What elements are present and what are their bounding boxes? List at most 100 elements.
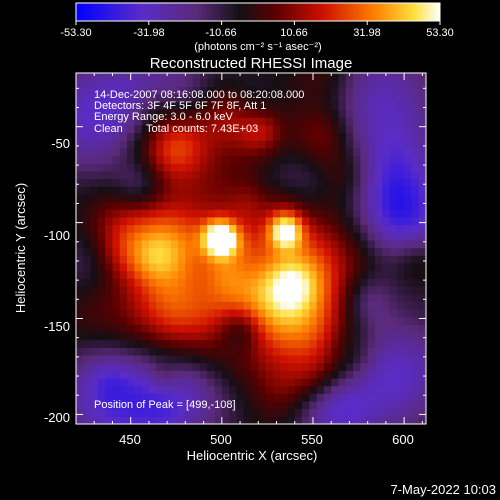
- heatmap-cell: [185, 73, 194, 80]
- heatmap-cell: [323, 331, 332, 341]
- heatmap-cell: [280, 362, 289, 371]
- heatmap-cell: [360, 408, 369, 417]
- heatmap-cell: [367, 232, 376, 241]
- colorbar: -53.30 -31.98 -10.66 10.66 31.98 53.30 (…: [60, 2, 454, 53]
- heatmap-cell: [134, 262, 143, 272]
- heatmap-cell: [389, 416, 398, 424]
- heatmap-cell: [90, 247, 99, 256]
- heatmap-cell: [221, 101, 230, 111]
- heatmap-cell: [207, 331, 216, 341]
- heatmap-cell: [367, 308, 376, 318]
- heatmap-cell: [178, 270, 186, 279]
- heatmap-cell: [148, 232, 157, 241]
- heatmap-cell: [331, 124, 340, 134]
- heatmap-cell: [316, 393, 325, 402]
- heatmap-cell: [185, 155, 194, 164]
- heatmap-cell: [404, 101, 413, 111]
- heatmap-cell: [170, 155, 179, 164]
- heatmap-cell: [163, 147, 172, 157]
- heatmap-cell: [163, 308, 172, 318]
- heatmap-cell: [221, 262, 230, 272]
- heatmap-cell: [265, 324, 274, 333]
- heatmap-cell: [382, 331, 391, 341]
- heatmap-cell: [97, 86, 106, 95]
- heatmap-cell: [272, 285, 281, 295]
- heatmap-cell: [214, 354, 223, 364]
- heatmap-cell: [112, 385, 121, 394]
- heatmap-cell: [199, 316, 208, 325]
- heatmap-cell: [309, 155, 318, 164]
- heatmap-cell: [265, 285, 274, 295]
- heatmap-cell: [221, 301, 230, 310]
- heatmap-cell: [185, 393, 194, 402]
- heatmap-cell: [112, 370, 121, 379]
- heatmap-cell: [323, 262, 332, 272]
- heatmap-cell: [134, 147, 143, 157]
- heatmap-cell: [316, 262, 325, 272]
- heatmap-cell: [265, 393, 274, 402]
- heatmap-cell: [280, 178, 289, 187]
- heatmap-cell: [243, 170, 252, 180]
- heatmap-cell: [156, 73, 165, 80]
- heatmap-cell: [76, 270, 84, 279]
- heatmap-cell: [338, 308, 347, 318]
- heatmap-cell: [323, 86, 332, 95]
- y-tick-label: -100: [44, 228, 70, 243]
- heatmap-cell: [156, 301, 165, 310]
- heatmap-cell: [258, 178, 267, 187]
- heatmap-cell: [404, 354, 413, 364]
- heatmap-cell: [411, 86, 420, 95]
- heatmap-cell: [323, 278, 332, 287]
- heatmap-cell: [287, 94, 296, 103]
- heatmap-cell: [221, 109, 230, 118]
- heatmap-cell: [338, 73, 347, 80]
- heatmap-cell: [382, 278, 391, 287]
- heatmap-cell: [302, 186, 310, 195]
- heatmap-cell: [302, 416, 310, 424]
- heatmap-cell: [243, 285, 252, 295]
- heatmap-cell: [243, 132, 252, 141]
- heatmap-cell: [141, 285, 150, 295]
- heatmap-cell: [148, 347, 157, 356]
- heatmap-cell: [367, 73, 376, 80]
- heatmap-cell: [76, 247, 84, 256]
- heatmap-cell: [367, 209, 376, 218]
- heatmap-cell: [258, 416, 267, 424]
- heatmap-cell: [236, 354, 245, 364]
- heatmap-cell: [316, 170, 325, 180]
- heatmap-cell: [156, 408, 165, 417]
- heatmap-cell: [178, 232, 186, 241]
- heatmap-cell: [302, 216, 310, 226]
- heatmap-cell: [272, 370, 281, 379]
- heatmap-cell: [221, 147, 230, 157]
- heatmap-cell: [207, 408, 216, 417]
- heatmap-cell: [105, 186, 114, 195]
- heatmap-cell: [185, 178, 194, 187]
- heatmap-cell: [316, 132, 325, 141]
- heatmap-cell: [148, 216, 157, 226]
- heatmap-cell: [127, 239, 135, 249]
- heatmap-cell: [141, 239, 150, 249]
- colorbar-units: (photons cm⁻² s⁻¹ asec⁻²): [194, 41, 321, 53]
- heatmap-cell: [105, 109, 114, 118]
- heatmap-cell: [148, 416, 157, 424]
- heatmap-cell: [236, 155, 245, 164]
- heatmap-cell: [411, 163, 420, 172]
- heatmap-cell: [119, 278, 128, 287]
- heatmap-cell: [302, 347, 310, 356]
- heatmap-cell: [265, 354, 274, 364]
- heatmap-cell: [163, 186, 172, 195]
- heatmap-cell: [418, 209, 426, 218]
- heatmap-cell: [404, 293, 413, 302]
- heatmap-cell: [76, 331, 84, 341]
- heatmap-cell: [199, 278, 208, 287]
- heatmap-cell: [127, 354, 135, 364]
- heatmap-cell: [345, 354, 354, 364]
- heatmap-cell: [331, 262, 340, 272]
- heatmap-cell: [243, 73, 252, 80]
- heatmap-cell: [323, 224, 332, 233]
- heatmap-cell: [141, 408, 150, 417]
- heatmap-cell: [258, 109, 267, 118]
- heatmap-cell: [192, 408, 201, 417]
- heatmap-cell: [360, 147, 369, 157]
